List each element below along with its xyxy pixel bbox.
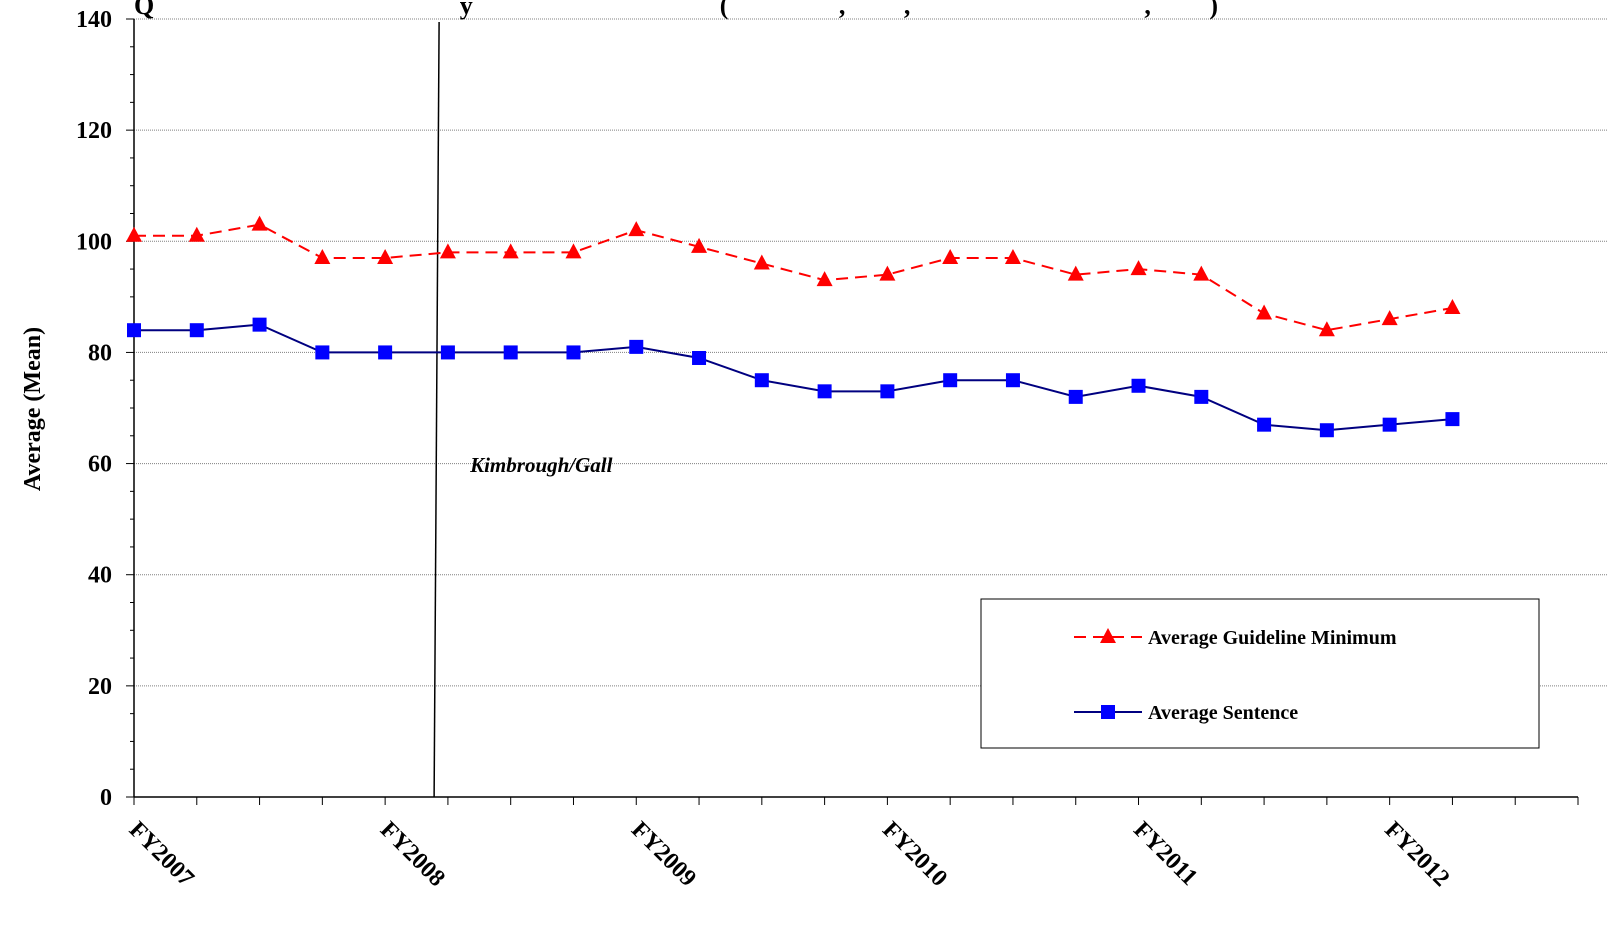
data-point <box>127 323 141 338</box>
legend: Average Guideline Minimum Average Sentenc… <box>980 598 1540 749</box>
x-tick-label: FY2010 <box>877 817 952 892</box>
data-point <box>628 221 645 237</box>
series-line <box>134 323 1453 432</box>
data-point <box>439 243 456 259</box>
data-point <box>1067 265 1084 281</box>
x-axis: FY2007 FY2008 FY2009 FY2010 FY2011 FY2012 <box>124 796 1579 892</box>
legend-item: Average Guideline Minimum <box>1074 627 1397 649</box>
series-guideline-minimum <box>126 215 1461 337</box>
series-average-sentence <box>127 317 1460 438</box>
data-point <box>1445 412 1460 427</box>
x-tick-label: FY2012 <box>1379 817 1454 892</box>
data-point <box>1444 298 1461 314</box>
data-point <box>817 384 832 399</box>
data-point <box>377 248 394 264</box>
data-point <box>753 254 770 270</box>
y-tick-label: 80 <box>88 340 112 366</box>
data-point <box>378 345 393 360</box>
chart-title: Q y ( , , , ) <box>134 0 1218 20</box>
y-tick-label: 40 <box>88 563 112 589</box>
annotation: Kimbrough/Gall <box>433 21 613 798</box>
series-line <box>134 223 1453 332</box>
data-point <box>1005 373 1020 388</box>
data-point <box>1194 389 1209 404</box>
legend-box <box>980 598 1540 749</box>
data-point <box>943 373 958 388</box>
annotation-line <box>433 21 440 798</box>
y-tick-label: 60 <box>88 452 112 478</box>
y-axis: 0 20 40 60 80 100 120 140 <box>76 7 135 811</box>
data-point <box>1131 378 1146 393</box>
data-point <box>754 373 769 388</box>
x-tick-label: FY2007 <box>124 817 199 892</box>
y-tick-label: 100 <box>76 229 112 255</box>
gridlines <box>134 18 1608 687</box>
data-point <box>1382 417 1397 432</box>
y-tick-label: 0 <box>100 785 112 811</box>
data-point <box>880 384 895 399</box>
y-tick-label: 20 <box>88 674 112 700</box>
data-point <box>691 237 708 253</box>
data-point <box>188 226 205 242</box>
legend-marker <box>1101 705 1115 719</box>
data-point <box>503 345 518 360</box>
data-point <box>942 248 959 264</box>
data-point <box>1381 310 1398 326</box>
legend-label: Average Guideline Minimum <box>1148 627 1397 649</box>
y-tick-label: 120 <box>76 118 112 144</box>
data-point <box>1130 260 1147 276</box>
data-point <box>1318 321 1335 337</box>
legend-item: Average Sentence <box>1074 702 1298 724</box>
data-point <box>1257 417 1272 432</box>
y-tick-label: 140 <box>76 7 112 33</box>
legend-marker <box>1100 628 1116 643</box>
data-point <box>1256 304 1273 320</box>
legend-label: Average Sentence <box>1148 702 1298 724</box>
data-point <box>629 339 644 354</box>
data-point <box>251 215 268 231</box>
series-group <box>126 215 1461 438</box>
data-point <box>314 248 331 264</box>
data-point <box>816 271 833 287</box>
data-point <box>1068 389 1083 404</box>
data-point <box>502 243 519 259</box>
annotation-label: Kimbrough/Gall <box>469 453 613 477</box>
data-point <box>1193 265 1210 281</box>
y-axis-label: Average (Mean) <box>20 327 46 491</box>
data-point <box>440 345 455 360</box>
data-point <box>252 317 267 332</box>
data-point <box>1004 248 1021 264</box>
data-point <box>565 243 582 259</box>
x-tick-label: FY2008 <box>375 817 450 892</box>
data-point <box>126 226 142 242</box>
data-point <box>879 265 896 281</box>
data-point <box>1319 423 1334 438</box>
data-point <box>315 345 330 360</box>
data-point <box>189 323 204 338</box>
x-tick-label: FY2011 <box>1128 817 1202 891</box>
x-tick-label: FY2009 <box>626 817 701 892</box>
data-point <box>692 350 707 365</box>
data-point <box>566 345 581 360</box>
